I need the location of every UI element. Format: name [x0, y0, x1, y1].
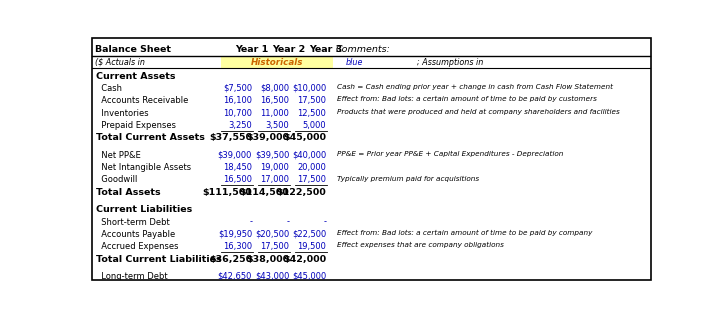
Text: $122,500: $122,500: [277, 188, 326, 197]
Text: Effect from: Bad lots: a certain amount of time to be paid by customers: Effect from: Bad lots: a certain amount …: [337, 96, 597, 102]
Text: SE = Prior year SE + net income + equity raises - dividends: SE = Prior year SE + net income + equity…: [337, 284, 555, 290]
Text: Balance Sheet: Balance Sheet: [95, 45, 171, 54]
Text: 19,500: 19,500: [298, 242, 326, 251]
Text: Products that were produced and held at company shareholders and facilities: Products that were produced and held at …: [337, 109, 620, 115]
Text: $114,500: $114,500: [240, 297, 289, 306]
Text: $114,500: $114,500: [240, 188, 289, 197]
Text: Total Assets: Total Assets: [96, 188, 160, 197]
Text: $37,550: $37,550: [209, 134, 252, 142]
Text: -: -: [286, 312, 289, 315]
Text: $42,650: $42,650: [218, 272, 252, 281]
Text: -: -: [249, 218, 252, 226]
Text: Effect expenses that are company obligations: Effect expenses that are company obligat…: [337, 242, 504, 248]
Text: 16,500: 16,500: [260, 96, 289, 105]
Text: Make sure Total Assets = Total Liabilities and Shareholders' Equity: Make sure Total Assets = Total Liabiliti…: [337, 312, 582, 315]
Text: Year 3: Year 3: [310, 45, 342, 54]
Text: $8,000: $8,000: [260, 84, 289, 93]
Text: 18,450: 18,450: [223, 163, 252, 172]
Text: 10,700: 10,700: [223, 109, 252, 118]
Text: 17,500: 17,500: [297, 96, 326, 105]
Text: $42,000: $42,000: [283, 255, 326, 264]
Text: $111,500: $111,500: [202, 297, 252, 306]
Text: Inventories: Inventories: [96, 109, 148, 118]
Text: Accrued Expenses: Accrued Expenses: [96, 242, 178, 251]
Text: Cash = Cash ending prior year + change in cash from Cash Flow Statement: Cash = Cash ending prior year + change i…: [337, 84, 613, 90]
Text: $38,000: $38,000: [246, 255, 289, 264]
Text: PP&E = Prior year PP&E + Capital Expenditures - Depreciation: PP&E = Prior year PP&E + Capital Expendi…: [337, 151, 563, 157]
Text: Short-term Debt: Short-term Debt: [96, 218, 169, 226]
Text: Cash: Cash: [96, 84, 122, 93]
Text: $39,500: $39,500: [255, 151, 289, 160]
Text: Typically premium paid for acquisitions: Typically premium paid for acquisitions: [337, 175, 479, 181]
Bar: [221, 56, 333, 68]
Text: 16,300: 16,300: [223, 242, 252, 251]
Text: $40,000: $40,000: [292, 151, 326, 160]
Text: 20,000: 20,000: [298, 163, 326, 172]
Text: Historicals: Historicals: [251, 58, 303, 67]
Text: Comments:: Comments:: [335, 45, 390, 54]
Text: 35,500: 35,500: [297, 284, 326, 293]
Text: $20,500: $20,500: [255, 230, 289, 239]
Text: $10,000: $10,000: [292, 84, 326, 93]
Text: 17,500: 17,500: [297, 175, 326, 185]
Text: Accounts Payable: Accounts Payable: [96, 230, 174, 239]
Text: $43,000: $43,000: [255, 272, 289, 281]
Text: -: -: [323, 312, 326, 315]
Text: Total Liabilities and SE: Total Liabilities and SE: [96, 297, 216, 306]
Text: Accounts Receivable: Accounts Receivable: [96, 96, 188, 105]
Text: 16,100: 16,100: [223, 96, 252, 105]
Text: $22,500: $22,500: [292, 230, 326, 239]
Text: 19,000: 19,000: [260, 163, 289, 172]
Text: ($ Actuals in: ($ Actuals in: [95, 58, 148, 67]
Text: Prepaid Expenses: Prepaid Expenses: [96, 121, 175, 130]
Text: $45,000: $45,000: [283, 134, 326, 142]
Text: Year 2: Year 2: [272, 45, 306, 54]
Text: Goodwill: Goodwill: [96, 175, 137, 185]
Text: Current Assets: Current Assets: [96, 72, 175, 81]
Text: 3,500: 3,500: [266, 121, 289, 130]
Text: -: -: [286, 218, 289, 226]
Text: 3,250: 3,250: [228, 121, 252, 130]
Text: Current Liabilities: Current Liabilities: [96, 205, 192, 214]
Text: $7,500: $7,500: [223, 84, 252, 93]
Text: 17,500: 17,500: [260, 242, 289, 251]
Text: RED: RED: [721, 58, 724, 67]
Text: 33,500: 33,500: [260, 284, 289, 293]
Text: 11,000: 11,000: [260, 109, 289, 118]
Text: Net Intangible Assets: Net Intangible Assets: [96, 163, 190, 172]
Text: -: -: [323, 218, 326, 226]
Text: 5,000: 5,000: [303, 121, 326, 130]
Text: Long-term Debt: Long-term Debt: [96, 272, 167, 281]
Text: -: -: [249, 312, 252, 315]
Text: $39,000: $39,000: [218, 151, 252, 160]
Text: 12,500: 12,500: [298, 109, 326, 118]
Text: Shareholders' Equity (SE): Shareholders' Equity (SE): [96, 284, 208, 293]
Text: Year 1: Year 1: [235, 45, 269, 54]
Text: blue: blue: [345, 58, 363, 67]
Text: Effect from: Bad lots: a certain amount of time to be paid by company: Effect from: Bad lots: a certain amount …: [337, 230, 592, 236]
Text: $39,000: $39,000: [246, 134, 289, 142]
Text: $19,950: $19,950: [218, 230, 252, 239]
Text: 17,000: 17,000: [260, 175, 289, 185]
Text: ; Assumptions in: ; Assumptions in: [417, 58, 486, 67]
Text: 33,000: 33,000: [223, 284, 252, 293]
Text: $36,250: $36,250: [209, 255, 252, 264]
Text: Total Current Liabilities: Total Current Liabilities: [96, 255, 221, 264]
Text: 16,500: 16,500: [223, 175, 252, 185]
Text: $45,000: $45,000: [292, 272, 326, 281]
Text: Balance Check: Balance Check: [96, 312, 167, 315]
Text: $122,500: $122,500: [277, 297, 326, 306]
Text: Total Current Assets: Total Current Assets: [96, 134, 204, 142]
Text: $111,500: $111,500: [202, 188, 252, 197]
Text: Net PP&E: Net PP&E: [96, 151, 140, 160]
